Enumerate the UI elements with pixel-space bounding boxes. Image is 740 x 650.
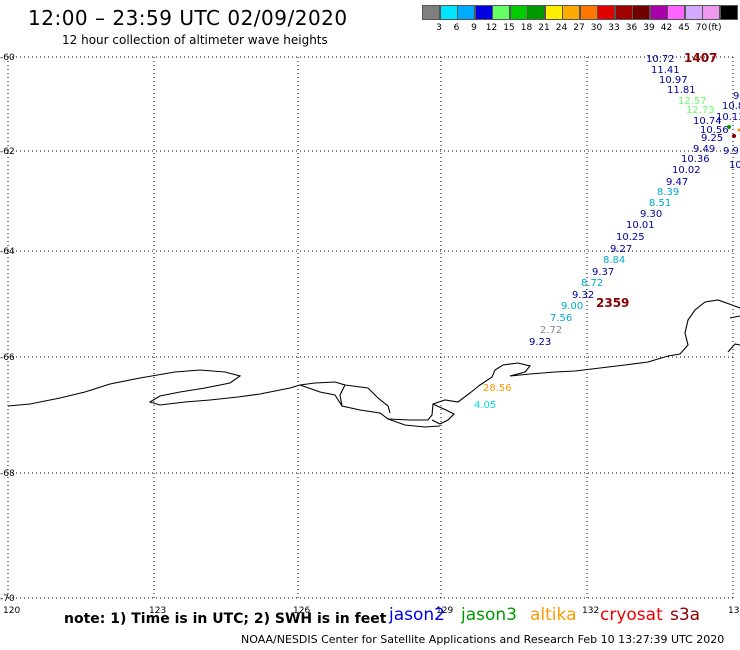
legend-label: 12: [485, 23, 498, 33]
latitude-tick-label: -70: [0, 594, 15, 604]
legend-label: 9: [471, 23, 477, 33]
legend-label: 30: [590, 23, 603, 33]
satellite-s3a-label: s3a: [670, 605, 701, 625]
coastline-shelf: [299, 384, 441, 428]
map-subtitle: 12 hour collection of altimeter wave hei…: [62, 33, 328, 47]
legend-label: 33: [608, 23, 620, 33]
map-title: 12:00 – 23:59 UTC 02/09/2020: [28, 6, 348, 30]
satellite-jason3-label: jason3: [461, 605, 517, 625]
satellite-altika-label: altika: [530, 605, 577, 625]
wave-height-value: 8.72: [581, 278, 603, 289]
wave-height-value: 11.41: [651, 65, 680, 76]
longitude-tick-label: 123: [149, 606, 166, 616]
legend-label: 21: [538, 23, 550, 33]
satellite-jason2-label: jason2: [389, 605, 445, 625]
wave-height-value: 12.73: [686, 105, 715, 116]
longitude-tick-label: 126: [293, 606, 310, 616]
map-axes: -60 -62 -64 -66 -68 -70 120 123 126 129 132 135: [0, 53, 740, 616]
longitude-tick-label: 132: [582, 606, 599, 616]
legend-label: 39: [643, 23, 655, 33]
wave-height-value: 9.27: [610, 244, 632, 255]
wave-height-value: 10.8: [722, 101, 740, 112]
graticule: [7, 56, 735, 599]
track-point: [737, 128, 740, 132]
wave-height-value: 9.9: [733, 91, 740, 102]
wave-height-value: 28.56: [483, 383, 512, 394]
wave-height-value: 10.72: [646, 54, 675, 65]
wave-height-value: 9.49: [693, 144, 715, 155]
wave-height-value: 9.23: [529, 337, 551, 348]
track-point: [732, 134, 736, 138]
legend-label: 18: [520, 23, 533, 33]
coastline-east: [727, 315, 740, 353]
wave-height-value: 10.01: [626, 220, 655, 231]
legend-label: 3: [436, 23, 442, 33]
latitude-tick-label: -68: [0, 469, 15, 479]
wave-height-value: 10: [729, 160, 740, 171]
wave-height-value: 10.56: [700, 125, 729, 136]
wave-height-value: 9.32: [572, 290, 594, 301]
legend-label: 6: [453, 23, 460, 33]
longitude-tick-label: 120: [3, 606, 20, 616]
wave-height-value: 8.39: [657, 187, 679, 198]
wave-height-observations: 10.7211.4110.9711.8112.5712.7310.7410.56…: [474, 54, 740, 411]
track-point: [727, 125, 731, 129]
wave-height-value: 7.56: [550, 313, 572, 324]
legend-label: 24: [555, 23, 568, 33]
wave-height-value: 10.25: [616, 232, 645, 243]
wave-height-value: 10.74: [693, 116, 722, 127]
footer-note: note: 1) Time is in UTC; 2) SWH is in fe…: [64, 611, 387, 627]
longitude-tick-label: 129: [436, 606, 453, 616]
wave-height-value: 10.97: [659, 75, 688, 86]
legend-label: 36: [625, 23, 638, 33]
legend-swatch: [719, 5, 738, 20]
wave-height-value: 10.13: [716, 112, 740, 123]
longitude-tick-label: 135: [728, 606, 740, 616]
satellite-cryosat-label: cryosat: [600, 605, 663, 625]
wave-height-value: 9.30: [640, 209, 662, 220]
legend-label: 45: [678, 23, 690, 33]
credit-line: NOAA/NESDIS Center for Satellite Applica…: [241, 633, 725, 646]
wave-height-value: 10.02: [672, 165, 701, 176]
wave-height-value: 2.72: [540, 325, 562, 336]
latitude-tick-label: -66: [0, 353, 15, 363]
wave-height-value: 9.37: [592, 267, 614, 278]
wave-height-value: 9.47: [666, 177, 688, 188]
time-marks: 1407 2359: [596, 51, 717, 310]
legend-unit: (ft): [708, 23, 722, 33]
legend-label: 42: [660, 23, 673, 33]
wave-height-value: 9.00: [561, 301, 583, 312]
legend-label: 15: [503, 23, 515, 33]
legend-label: 70: [695, 23, 708, 33]
wave-height-value: 8.51: [649, 198, 671, 209]
latitude-tick-label: -62: [0, 147, 15, 157]
wave-height-value: 9.9: [723, 146, 739, 157]
latitude-tick-label: -64: [0, 247, 15, 257]
utc-time-mark: 1407: [684, 51, 717, 65]
satellite-track-points: [727, 125, 740, 138]
wave-height-value: 10.36: [681, 154, 710, 165]
wave-height-value: 12.57: [678, 96, 707, 107]
legend-label: 27: [573, 23, 585, 33]
utc-time-mark: 2359: [596, 296, 629, 310]
wave-height-value: 11.81: [667, 85, 696, 96]
latitude-tick-label: -60: [0, 53, 15, 63]
wave-height-value: 9.25: [701, 133, 723, 144]
antarctic-coastline: [7, 299, 740, 421]
wave-height-value: 4.05: [474, 400, 496, 411]
coastline-inlet: [344, 384, 455, 425]
wave-height-value: 8.84: [603, 255, 625, 266]
